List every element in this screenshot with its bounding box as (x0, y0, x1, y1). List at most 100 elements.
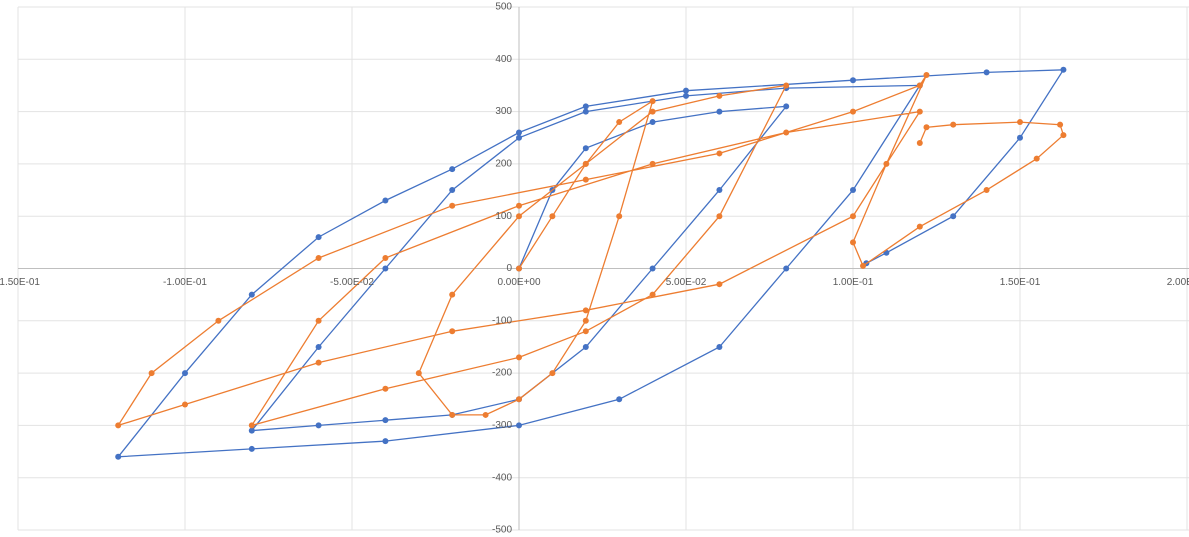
data-point (582, 343, 589, 350)
data-point (683, 92, 689, 99)
data-point (382, 438, 389, 445)
data-point (649, 291, 656, 298)
data-point (582, 160, 589, 167)
data-point (649, 160, 656, 167)
x-tick-label: -5.00E-02 (330, 277, 374, 288)
data-point (382, 385, 389, 392)
x-tick-label: -1.50E-01 (0, 277, 40, 288)
data-point (783, 265, 790, 272)
data-point (983, 69, 990, 76)
data-point (482, 411, 489, 418)
data-point (850, 239, 856, 246)
data-point (582, 145, 589, 152)
data-point (616, 396, 623, 403)
x-tick-label: 5.00E-02 (666, 277, 707, 288)
data-point (516, 396, 522, 403)
y-tick-label: -400 (492, 472, 512, 483)
data-point (315, 422, 322, 429)
x-tick-label: 2.00E-01 (1167, 277, 1189, 288)
data-point (850, 77, 856, 84)
y-tick-label: 500 (495, 2, 512, 13)
data-point (950, 213, 957, 220)
data-point (1033, 155, 1040, 162)
data-point (582, 328, 589, 335)
data-point (716, 92, 723, 99)
data-point (516, 213, 522, 220)
data-point (382, 197, 389, 204)
data-point (315, 255, 322, 262)
x-tick-label: -1.00E-01 (163, 277, 207, 288)
data-point (649, 119, 656, 126)
data-point (516, 202, 522, 209)
data-point (783, 103, 790, 110)
data-point (983, 187, 990, 194)
data-point (248, 291, 255, 298)
data-point (883, 160, 890, 167)
y-tick-label: -300 (492, 420, 512, 431)
y-tick-label: -500 (492, 525, 512, 536)
data-point (382, 417, 389, 424)
data-point (449, 202, 456, 209)
data-point (182, 370, 188, 377)
y-tick-label: 400 (495, 54, 512, 65)
data-point (582, 108, 589, 115)
data-point (449, 187, 456, 194)
data-point (916, 139, 923, 146)
series-line (116, 69, 1065, 458)
data-point (415, 370, 422, 377)
data-point (649, 98, 656, 105)
y-tick-label: 300 (495, 106, 512, 117)
data-point (649, 265, 656, 272)
data-point (315, 234, 322, 241)
data-point (516, 129, 522, 136)
y-tick-label: -100 (492, 315, 512, 326)
data-point (449, 328, 456, 335)
data-point (516, 134, 522, 141)
y-tick-label: 200 (495, 159, 512, 170)
x-tick-label: 1.50E-01 (1000, 277, 1041, 288)
data-point (449, 291, 456, 298)
data-point (1057, 121, 1064, 128)
data-point (916, 223, 923, 230)
data-point (382, 255, 389, 262)
data-point (516, 265, 522, 272)
data-point (950, 121, 957, 128)
data-point (716, 281, 723, 288)
data-point (315, 343, 322, 350)
data-point (850, 108, 856, 115)
data-point (1017, 119, 1023, 126)
data-point (115, 422, 122, 429)
data-point (516, 354, 522, 361)
data-point (716, 150, 723, 157)
data-point (148, 370, 155, 377)
series-line (116, 74, 1065, 427)
data-point (315, 359, 322, 366)
data-point (1060, 66, 1067, 73)
data-point (582, 317, 589, 324)
data-point (783, 82, 790, 89)
data-point (923, 71, 930, 78)
data-point (516, 422, 522, 429)
data-point (248, 422, 255, 429)
y-tick-label: 100 (495, 211, 512, 222)
y-tick-label: 0 (506, 263, 512, 274)
data-point (248, 445, 255, 452)
data-point (449, 411, 456, 418)
data-point (783, 129, 790, 136)
data-point (582, 307, 589, 314)
x-tick-label: 0.00E+00 (497, 277, 541, 288)
data-point (549, 370, 556, 377)
data-point (916, 82, 923, 89)
data-point (649, 108, 656, 115)
data-point (315, 317, 322, 324)
data-point (549, 213, 556, 220)
y-tick-label: -200 (492, 368, 512, 379)
data-point (616, 213, 623, 220)
data-point (616, 119, 623, 126)
data-point (916, 108, 923, 115)
data-point (860, 262, 867, 269)
data-point (582, 103, 589, 110)
data-point (215, 317, 222, 324)
